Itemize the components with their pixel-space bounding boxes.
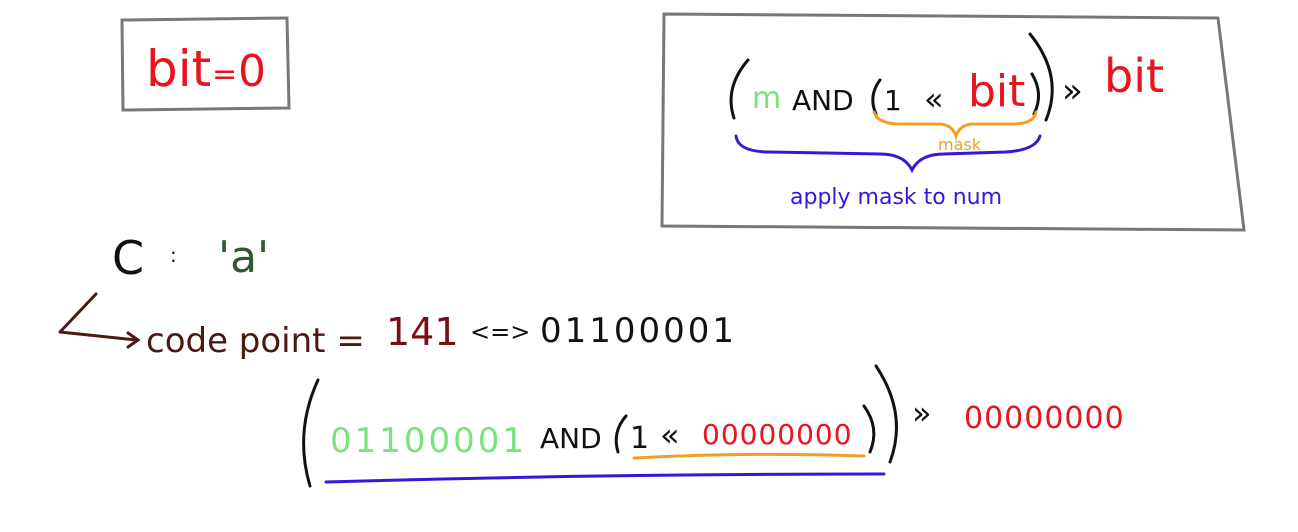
code-point-label: code point = [146,321,365,361]
formula-rshift: » [1062,71,1083,111]
bit-box: bit = 0 [120,16,291,112]
formula-outer-close-paren [1028,32,1054,122]
formula-lshift: « [924,80,944,118]
example-inner-open-paren [614,414,628,454]
bit-value: 0 [238,46,266,97]
formula-bit-inner: bit [968,66,1025,117]
formula-outer-open-paren [729,58,750,120]
mask-brace [872,110,1038,141]
formula-box: m AND 1 « bit » bit mask apply mask to n… [660,12,1246,232]
char-colon: : [170,243,177,267]
code-arrow-head [126,331,141,349]
formula-one: 1 [884,84,902,117]
bit-box-frame [120,16,291,112]
example-and: AND [540,422,602,455]
example-lshift: « [660,416,680,454]
bit-equals: = [212,57,237,92]
char-value: 'a' [218,232,269,283]
example-one: 1 [630,421,649,456]
formula-bit-outer: bit [1104,49,1164,103]
code-arrow [58,292,138,342]
example-bit-binary: 00000000 [702,418,853,451]
bit-label: bit [146,40,211,98]
mask-label: mask [938,135,982,154]
formula-and: AND [792,84,854,117]
code-point-equiv: <=> [470,318,530,346]
char-var: C [112,231,144,285]
example-inner-close-paren [862,404,876,454]
formula-m: m [752,81,781,116]
example-apply-underline [324,472,886,484]
code-line: code point = 141 <=> 01100001 [58,292,737,361]
example-expression: 01100001 AND 1 « 00000000 » 00000000 [302,364,1125,488]
example-outer-open-paren [302,378,320,488]
example-mask-underline [632,452,866,460]
formula-box-frame [660,12,1246,232]
char-line: C : 'a' [112,231,269,285]
example-num-binary: 01100001 [330,421,527,461]
code-point-decimal: 141 [386,310,459,354]
example-result: 00000000 [964,401,1125,436]
apply-brace [734,134,1042,174]
apply-label: apply mask to num [790,185,1002,210]
code-point-binary: 01100001 [540,311,737,351]
example-rshift: » [912,394,932,432]
formula-inner-open-paren [871,78,882,116]
formula-inner-close-paren [1030,72,1040,116]
example-outer-close-paren [874,364,898,464]
